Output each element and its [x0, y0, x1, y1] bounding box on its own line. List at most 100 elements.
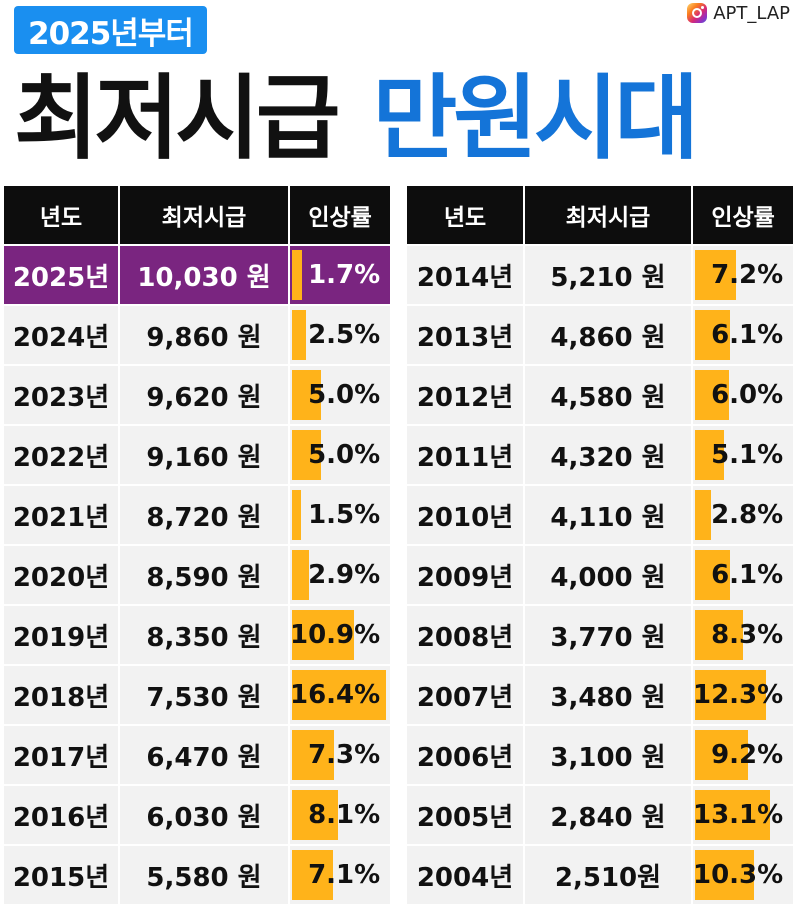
table-header-row: 년도 최저시급 인상률: [407, 186, 796, 246]
brand-name: APT_LAP: [713, 2, 790, 24]
rate-label: 7.2%: [711, 260, 784, 290]
rate-label: 8.1%: [308, 800, 381, 830]
wage-cell: 4,580 원: [525, 366, 693, 426]
rate-bar: [695, 430, 724, 480]
table-row: 2025년 10,030 원 1.7%: [4, 246, 393, 306]
column-header-rate: 인상률: [290, 186, 393, 246]
rate-cell: 10.3%: [693, 846, 796, 906]
rate-label: 6.0%: [711, 380, 784, 410]
wage-cell: 4,000 원: [525, 546, 693, 606]
rate-bar: [292, 550, 309, 600]
rate-cell: 16.4%: [290, 666, 393, 726]
wage-table-right: 년도 최저시급 인상률 2014년 5,210 원 7.2% 2013년 4,860 원…: [407, 186, 796, 906]
rate-label: 2.5%: [308, 320, 381, 350]
rate-bar: [695, 250, 736, 300]
rate-label: 12.3%: [693, 680, 784, 710]
rate-cell: 9.2%: [693, 726, 796, 786]
year-cell: 2015년: [4, 846, 120, 906]
rate-bar: [695, 790, 770, 840]
wage-cell: 9,860 원: [120, 306, 290, 366]
table-row: 2015년 5,580 원 7.1%: [4, 846, 393, 906]
year-cell: 2005년: [407, 786, 525, 846]
brand-tag[interactable]: APT_LAP: [687, 0, 790, 26]
table-row: 2013년 4,860 원 6.1%: [407, 306, 796, 366]
rate-bar: [292, 370, 321, 420]
rate-label: 16.4%: [290, 680, 381, 710]
table-row: 2004년 2,510원 10.3%: [407, 846, 796, 906]
rate-cell: 6.1%: [693, 306, 796, 366]
rate-cell: 2.5%: [290, 306, 393, 366]
rate-bar: [695, 370, 729, 420]
rate-label: 2.9%: [308, 560, 381, 590]
rate-label: 10.9%: [290, 620, 381, 650]
wage-cell: 3,480 원: [525, 666, 693, 726]
table-row: 2019년 8,350 원 10.9%: [4, 606, 393, 666]
rate-label: 5.1%: [711, 440, 784, 470]
table-row: 2020년 8,590 원 2.9%: [4, 546, 393, 606]
rate-cell: 1.7%: [290, 246, 393, 306]
rate-bar: [292, 790, 338, 840]
instagram-icon: [687, 3, 708, 23]
rate-bar: [695, 670, 766, 720]
title-part-1: 최저시급: [14, 65, 341, 172]
wage-cell: 5,580 원: [120, 846, 290, 906]
rate-cell: 5.0%: [290, 366, 393, 426]
rate-label: 6.1%: [711, 320, 784, 350]
year-cell: 2009년: [407, 546, 525, 606]
rate-bar: [292, 490, 301, 540]
column-header-rate: 인상률: [693, 186, 796, 246]
rate-label: 5.0%: [308, 380, 381, 410]
rate-bar: [695, 730, 748, 780]
rate-cell: 10.9%: [290, 606, 393, 666]
table-body-right: 2014년 5,210 원 7.2% 2013년 4,860 원 6.1% 2012년 4,5…: [407, 246, 796, 906]
table-row: 2011년 4,320 원 5.1%: [407, 426, 796, 486]
year-cell: 2017년: [4, 726, 120, 786]
table-row: 2018년 7,530 원 16.4%: [4, 666, 393, 726]
year-cell: 2010년: [407, 486, 525, 546]
rate-bar: [695, 550, 730, 600]
column-header-year: 년도: [407, 186, 525, 246]
table-row: 2012년 4,580 원 6.0%: [407, 366, 796, 426]
rate-label: 1.7%: [308, 260, 381, 290]
year-cell: 2007년: [407, 666, 525, 726]
rate-cell: 8.1%: [290, 786, 393, 846]
table-row: 2017년 6,470 원 7.3%: [4, 726, 393, 786]
rate-label: 8.3%: [711, 620, 784, 650]
rate-label: 7.1%: [308, 860, 381, 890]
rate-bar: [695, 490, 711, 540]
table-row: 2006년 3,100 원 9.2%: [407, 726, 796, 786]
rate-label: 9.2%: [711, 740, 784, 770]
rate-cell: 2.9%: [290, 546, 393, 606]
wage-cell: 4,320 원: [525, 426, 693, 486]
rate-cell: 6.0%: [693, 366, 796, 426]
table-row: 2005년 2,840 원 13.1%: [407, 786, 796, 846]
rate-bar: [695, 850, 754, 900]
wage-cell: 8,350 원: [120, 606, 290, 666]
rate-label: 7.3%: [308, 740, 381, 770]
year-cell: 2025년: [4, 246, 120, 306]
year-cell: 2014년: [407, 246, 525, 306]
rate-label: 13.1%: [693, 800, 784, 830]
rate-cell: 5.1%: [693, 426, 796, 486]
wage-cell: 3,100 원: [525, 726, 693, 786]
rate-cell: 6.1%: [693, 546, 796, 606]
wage-cell: 2,510원: [525, 846, 693, 906]
wage-cell: 6,030 원: [120, 786, 290, 846]
column-header-year: 년도: [4, 186, 120, 246]
wage-cell: 9,620 원: [120, 366, 290, 426]
year-cell: 2008년: [407, 606, 525, 666]
table-row: 2009년 4,000 원 6.1%: [407, 546, 796, 606]
rate-label: 2.8%: [711, 500, 784, 530]
year-cell: 2020년: [4, 546, 120, 606]
rate-cell: 2.8%: [693, 486, 796, 546]
column-header-wage: 최저시급: [525, 186, 693, 246]
column-header-wage: 최저시급: [120, 186, 290, 246]
year-cell: 2013년: [407, 306, 525, 366]
rate-label: 6.1%: [711, 560, 784, 590]
rate-cell: 5.0%: [290, 426, 393, 486]
page-title: 최저시급 만원시대: [14, 64, 699, 174]
year-cell: 2018년: [4, 666, 120, 726]
rate-bar: [292, 670, 386, 720]
rate-cell: 13.1%: [693, 786, 796, 846]
year-cell: 2019년: [4, 606, 120, 666]
